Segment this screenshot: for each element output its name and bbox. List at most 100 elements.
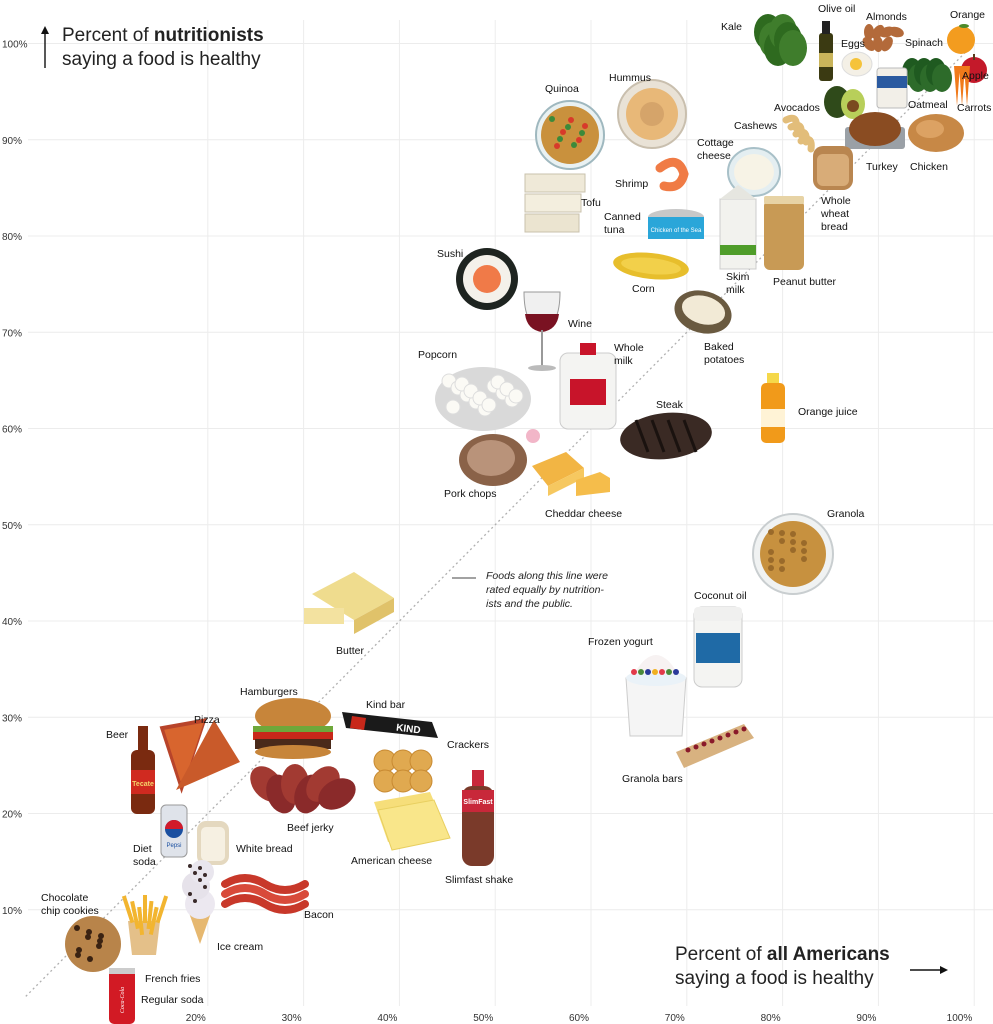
food-image-coconut-oil	[693, 606, 743, 688]
x-tick-label: 90%	[856, 1013, 876, 1024]
y-tick-label: 70%	[2, 328, 22, 339]
food-label-quinoa: Quinoa	[545, 83, 579, 95]
food-image-american-cheese	[374, 792, 451, 851]
food-labels: Kale Olive oil Almonds Orange Eggs Spinach App…	[41, 3, 991, 1006]
food-label-orange-juice: Orange juice	[798, 406, 858, 418]
food-label-orange: Orange	[950, 9, 985, 21]
food-label-beer: Beer	[106, 729, 129, 741]
food-image-white-bread	[197, 821, 229, 865]
x-tick-label: 60%	[569, 1013, 589, 1024]
food-label-kind-bar: Kind bar	[366, 699, 406, 711]
food-image-slimfast-shake: SlimFast	[462, 770, 494, 866]
food-image-quinoa	[535, 100, 605, 170]
food-label-crackers: Crackers	[447, 739, 489, 751]
y-tick-label: 100%	[2, 40, 28, 51]
food-label-regular-soda: Regular soda	[141, 994, 204, 1006]
food-image-chocolate-chip-cookies	[65, 916, 121, 972]
food-image-pork-chops	[459, 429, 540, 486]
food-label-white-bread: White bread	[236, 843, 293, 855]
food-image-canned-tuna: Chicken of the Sea	[648, 209, 704, 239]
food-label-olive-oil: Olive oil	[818, 3, 855, 15]
svg-text:SlimFast: SlimFast	[463, 799, 493, 806]
x-tick-label: 70%	[665, 1013, 685, 1024]
food-label-hummus: Hummus	[609, 72, 651, 84]
food-image-hamburgers	[253, 698, 333, 759]
food-image-shrimp	[655, 157, 689, 192]
food-label-whole-wheat-bread: Whole wheat bread	[820, 195, 851, 233]
annotation-line-1: Foods along this line were	[486, 570, 608, 582]
food-image-bacon	[221, 874, 309, 914]
food-image-olive-oil	[819, 21, 833, 81]
food-image-beef-jerky	[250, 764, 356, 814]
annotation-line-3: ists and the public.	[486, 598, 573, 610]
food-label-corn: Corn	[632, 283, 655, 295]
food-image-cashews	[782, 114, 815, 153]
food-label-oatmeal: Oatmeal	[908, 99, 948, 111]
svg-text:Tecate: Tecate	[132, 781, 154, 788]
x-axis-title: Percent of all Americans saying a food i…	[675, 943, 890, 991]
y-axis-arrow	[41, 26, 49, 68]
svg-text:KIND: KIND	[395, 723, 421, 737]
food-label-cashews: Cashews	[734, 120, 777, 132]
food-label-granola: Granola	[827, 508, 865, 520]
y-tick-label: 90%	[2, 136, 22, 147]
x-title-line2: saying a food is healthy	[675, 968, 874, 989]
svg-text:Coca-Cola: Coca-Cola	[120, 987, 126, 1013]
food-image-sushi	[456, 248, 518, 310]
food-label-ice-cream: Ice cream	[217, 941, 263, 953]
food-image-frozen-yogurt	[625, 655, 687, 737]
food-label-frozen-yogurt: Frozen yogurt	[588, 636, 653, 648]
food-label-steak: Steak	[656, 399, 684, 411]
food-images: Chicken of the Sea KIND Tecate Pepsi SlimFas…	[65, 14, 987, 1024]
food-label-carrots: Carrots	[957, 102, 991, 114]
food-label-wine: Wine	[568, 318, 592, 330]
food-label-tofu: Tofu	[581, 197, 601, 209]
y-tick-label: 30%	[2, 713, 22, 724]
y-title-line2: saying a food is healthy	[62, 49, 261, 70]
food-image-granola-bars	[676, 724, 754, 768]
food-label-sushi: Sushi	[437, 248, 463, 260]
food-label-spinach: Spinach	[905, 37, 943, 49]
food-image-almonds	[862, 24, 904, 52]
food-image-corn	[613, 252, 689, 280]
food-label-baked-potatoes: Baked potatoes	[704, 341, 744, 366]
food-label-french-fries: French fries	[145, 973, 200, 985]
food-label-almonds: Almonds	[866, 11, 907, 23]
y-tick-label: 40%	[2, 617, 22, 628]
food-image-wine	[523, 291, 561, 371]
food-image-skim-milk	[719, 185, 757, 270]
food-label-hamburgers: Hamburgers	[240, 686, 298, 698]
y-tick-label: 10%	[2, 906, 22, 917]
x-tick-label: 20%	[186, 1013, 206, 1024]
food-image-carrots	[954, 66, 970, 106]
food-image-beer: Tecate	[131, 726, 155, 814]
food-label-cheddar-cheese: Cheddar cheese	[545, 508, 622, 520]
svg-text:Pepsi: Pepsi	[166, 843, 181, 849]
food-image-peanut-butter	[764, 196, 804, 270]
food-image-turkey	[845, 112, 905, 149]
x-tick-label: 80%	[761, 1013, 781, 1024]
svg-text:Chicken of the Sea: Chicken of the Sea	[651, 228, 702, 234]
y-tick-label: 60%	[2, 425, 22, 436]
food-image-cottage-cheese	[727, 147, 781, 197]
food-image-chicken	[908, 114, 964, 152]
food-label-skim-milk: Skim milk	[726, 271, 750, 296]
food-label-kale: Kale	[721, 21, 742, 33]
food-label-avocados: Avocados	[774, 102, 820, 114]
food-image-diet-soda: Pepsi	[160, 804, 188, 858]
y-axis-ticks: 10% 20% 30% 40% 50% 60% 70% 80% 90% 100%	[2, 40, 28, 917]
food-label-butter: Butter	[336, 645, 365, 657]
y-title-prefix: Percent of	[62, 25, 154, 46]
food-image-regular-soda: Coca-Cola	[109, 968, 135, 1024]
food-image-hummus	[617, 79, 687, 149]
food-image-butter	[304, 572, 394, 634]
x-tick-label: 100%	[947, 1013, 973, 1024]
food-image-tofu	[524, 173, 586, 233]
equal-rating-line	[25, 43, 975, 997]
food-label-pork-chops: Pork chops	[444, 488, 497, 500]
food-image-cheddar-cheese	[532, 452, 610, 496]
food-image-pizza	[159, 718, 240, 794]
x-tick-label: 50%	[473, 1013, 493, 1024]
food-image-eggs	[841, 51, 873, 77]
food-label-coconut-oil: Coconut oil	[694, 590, 747, 602]
